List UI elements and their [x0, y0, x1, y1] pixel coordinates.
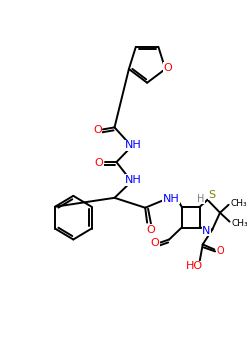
Text: O: O	[150, 238, 159, 248]
Text: O: O	[95, 158, 104, 168]
Text: NH: NH	[125, 175, 142, 185]
Text: CH₃: CH₃	[231, 199, 248, 208]
Text: NH: NH	[125, 140, 142, 150]
Text: S: S	[209, 190, 216, 200]
Text: HO: HO	[186, 261, 203, 271]
Text: O: O	[216, 246, 224, 257]
Text: N: N	[202, 225, 211, 236]
Text: O: O	[164, 63, 172, 73]
Text: CH₃: CH₃	[232, 219, 248, 228]
Text: O: O	[93, 125, 102, 135]
Text: NH: NH	[163, 194, 180, 204]
Text: O: O	[146, 225, 155, 235]
Text: H: H	[197, 194, 204, 204]
